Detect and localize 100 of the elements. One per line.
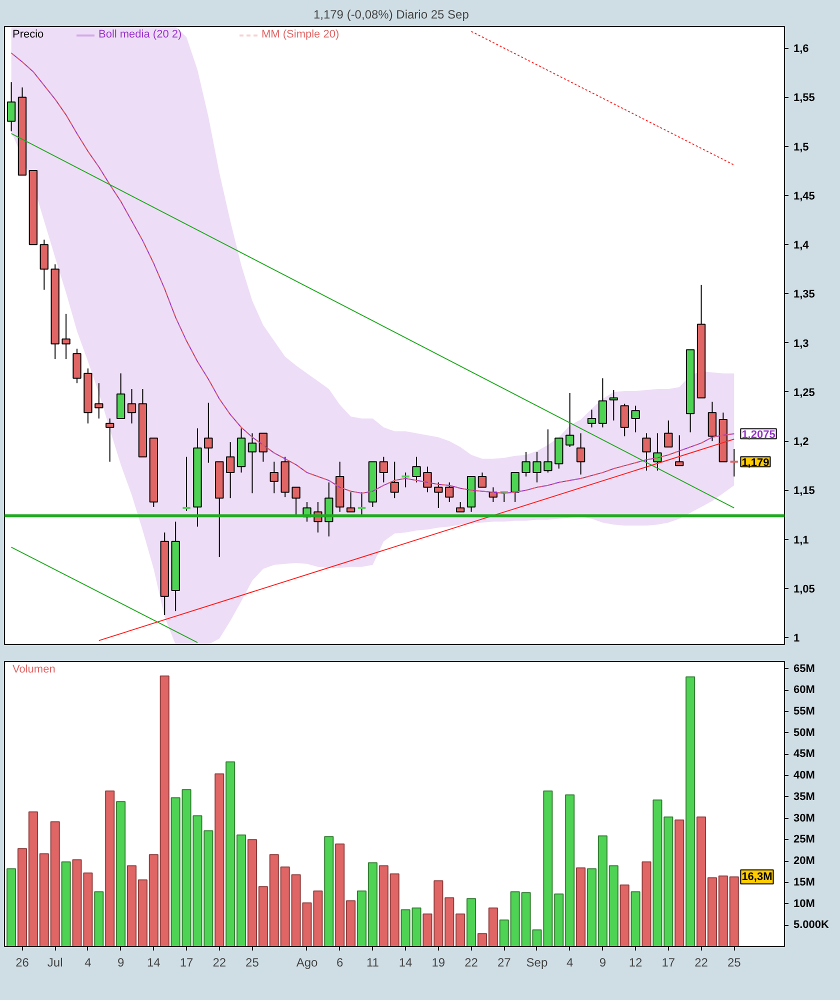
- y-tick-label: 1,15: [794, 485, 815, 498]
- y-tick-label: 55M: [794, 705, 815, 718]
- x-tick-label: 22: [212, 956, 226, 970]
- x-tick-label: 6: [336, 956, 344, 970]
- candlestick: [532, 451, 542, 483]
- candlestick: [6, 82, 16, 132]
- candlestick: [620, 403, 629, 437]
- candlestick: [62, 313, 70, 360]
- y-tick-label: 30M: [794, 812, 815, 824]
- candlestick: [664, 420, 673, 448]
- x-tick-label: 12: [628, 956, 643, 970]
- candlestick: [258, 432, 268, 462]
- x-tick-label: 11: [366, 956, 380, 970]
- y-tick-label: 1,45: [794, 190, 815, 202]
- x-tick-label: 22: [694, 956, 708, 970]
- legend-label: Boll media (20 2): [98, 28, 182, 40]
- y-tick-label: 25M: [794, 834, 815, 846]
- candlestick: [356, 492, 367, 516]
- candlestick: [653, 432, 662, 472]
- candlestick: [708, 401, 717, 442]
- x-tick-label: 19: [432, 956, 446, 970]
- y-tick-label: 1,55: [794, 92, 815, 104]
- x-tick-label: 17: [180, 956, 194, 970]
- x-tick-label: Sep: [526, 956, 548, 970]
- y-tick-label: 20M: [794, 855, 815, 868]
- y-tick-label: 60M: [794, 684, 815, 696]
- candlestick: [182, 456, 192, 512]
- y-tick-label: 1,25: [794, 386, 815, 399]
- candlestick: [675, 434, 684, 466]
- y-tick-label: 50M: [794, 726, 815, 739]
- y-tick-label: 15M: [794, 876, 815, 888]
- y-tick-label: 1: [794, 632, 800, 645]
- candlestick: [576, 432, 586, 476]
- text: Precio: [12, 28, 44, 40]
- y-tick-label: 10M: [794, 898, 815, 910]
- bar: [674, 820, 684, 946]
- candlestick: [587, 409, 596, 428]
- bar: [116, 801, 126, 946]
- x-tick-label: Ago: [296, 956, 318, 970]
- bar: [324, 836, 334, 946]
- annotation: 16,3M: [742, 870, 772, 883]
- bar: [105, 790, 115, 946]
- candlestick: [412, 456, 421, 483]
- candlestick: [598, 378, 608, 428]
- candlestick: [292, 486, 300, 516]
- x-tick-label: 14: [146, 956, 161, 970]
- bar: [6, 868, 16, 946]
- x-tick-label: 25: [727, 956, 742, 970]
- bar: [642, 861, 652, 946]
- y-tick-label: 1,5: [794, 141, 809, 154]
- bar: [466, 898, 476, 946]
- candlestick: [609, 390, 618, 421]
- candlestick: [106, 418, 114, 462]
- x-tick-label: Jul: [47, 956, 63, 970]
- candlestick: [226, 442, 235, 499]
- candlestick: [127, 388, 136, 424]
- y-tick-label: 1,2: [794, 436, 809, 448]
- candlestick: [94, 382, 104, 420]
- bar: [214, 773, 224, 946]
- x-tick-label: 4: [566, 956, 574, 970]
- y-tick-label: 40M: [794, 770, 815, 782]
- y-tick-label: 1,05: [794, 583, 815, 596]
- candlestick: [631, 405, 640, 433]
- y-tick-label: 35M: [794, 790, 815, 803]
- text: Volumen: [12, 664, 56, 676]
- y-tick-label: 1,6: [794, 43, 809, 56]
- y-tick-label: 65M: [794, 662, 815, 675]
- bar: [620, 884, 630, 946]
- x-tick-label: 27: [497, 956, 512, 970]
- candlestick: [642, 432, 651, 472]
- candlestick: [566, 392, 574, 448]
- y-tick-label: 1,35: [794, 288, 815, 301]
- candlestick: [456, 502, 465, 512]
- candlestick: [204, 402, 213, 464]
- candlestick: [478, 472, 487, 488]
- y-tick-label: 5.000K: [794, 919, 830, 932]
- bar: [686, 676, 696, 946]
- candlestick: [270, 461, 278, 494]
- x-tick-label: 9: [117, 956, 124, 970]
- x-tick-label: 26: [16, 956, 30, 970]
- text: 1,2075: [742, 428, 776, 441]
- legend-label: MM (Simple 20): [262, 28, 340, 40]
- candlestick: [522, 451, 530, 477]
- y-tick-label: 1,4: [794, 240, 810, 252]
- y-tick-label: 1,3: [794, 338, 809, 350]
- bar: [630, 891, 640, 946]
- bar: [61, 861, 71, 946]
- chart-title: 1,179 (-0,08%) Diario 25 Sep: [313, 8, 470, 22]
- y-tick-label: 45M: [794, 748, 815, 760]
- x-tick-label: 17: [662, 956, 676, 970]
- x-tick-label: 25: [246, 956, 260, 970]
- candlestick: [248, 432, 257, 494]
- x-tick-label: 4: [84, 956, 92, 970]
- candlestick: [544, 428, 552, 474]
- bar: [94, 891, 104, 946]
- x-tick-label: 22: [464, 956, 478, 970]
- x-tick-label: 14: [398, 956, 413, 970]
- x-tick-label: 9: [599, 956, 606, 970]
- bar: [576, 867, 586, 946]
- candlestick: [400, 472, 410, 488]
